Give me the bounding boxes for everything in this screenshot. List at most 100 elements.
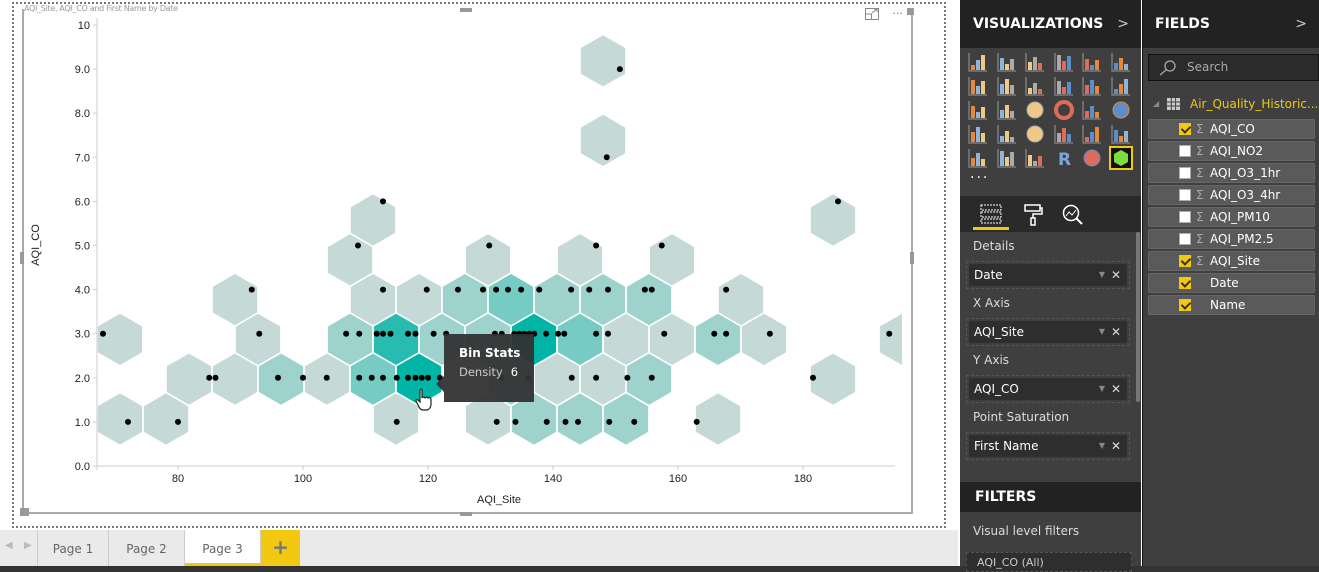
well-field-chip[interactable]: Date ▼ ✕: [969, 264, 1127, 286]
add-page-button[interactable]: +: [261, 530, 300, 566]
well-field-chip[interactable]: AQI_CO ▼ ✕: [969, 378, 1127, 400]
visual-stacked-column-icon[interactable]: [997, 52, 1017, 72]
visual-100-stacked-column-icon[interactable]: [1111, 52, 1131, 72]
visual-waterfall-icon[interactable]: [968, 100, 988, 120]
hex-bin[interactable]: [809, 351, 857, 407]
visual-donut-icon[interactable]: [1053, 100, 1074, 120]
visual-line-clustered-column-icon[interactable]: [1054, 76, 1074, 96]
visual-scatter-icon[interactable]: [997, 100, 1017, 120]
hex-bin[interactable]: [602, 391, 650, 447]
field-item[interactable]: Σ AQI_NO2: [1148, 141, 1315, 161]
field-checkbox[interactable]: [1179, 167, 1191, 179]
visual-pie-icon[interactable]: [1025, 100, 1045, 120]
visual-multi-row-card-icon[interactable]: [1082, 124, 1102, 144]
hex-bin[interactable]: [579, 113, 627, 168]
hex-bin[interactable]: [878, 312, 925, 367]
field-checkbox[interactable]: [1179, 233, 1191, 245]
focus-mode-icon[interactable]: [865, 8, 879, 20]
visual-r-script-icon[interactable]: R: [1054, 148, 1074, 168]
visual-table-icon[interactable]: [997, 148, 1017, 168]
visual-matrix-icon[interactable]: [1025, 148, 1045, 168]
field-checkbox[interactable]: [1179, 211, 1191, 223]
collapse-chevron-icon[interactable]: >: [1117, 16, 1129, 32]
visual-clustered-bar-icon[interactable]: [1025, 52, 1045, 72]
hex-bin[interactable]: [97, 391, 144, 447]
hexbin-chart[interactable]: 0.0 1.0 2.0 3.0 4.0 5.0 6.0 7.0 8.0 9.0 10 80 100 120…: [0, 0, 958, 530]
field-checkbox[interactable]: [1179, 123, 1191, 135]
table-node[interactable]: ◢ Air_Quality_Historic...: [1143, 91, 1319, 117]
analytics-tab[interactable]: [1055, 200, 1091, 230]
visual-treemap-icon[interactable]: [1082, 100, 1102, 120]
hex-bin[interactable]: [579, 33, 627, 89]
tab-page-2[interactable]: Page 2: [109, 530, 185, 566]
filter-card[interactable]: AQI_CO (All): [966, 552, 1132, 572]
visual-globe-map-icon[interactable]: [1082, 148, 1102, 168]
visual-ribbon-chart-icon[interactable]: [1111, 76, 1131, 96]
resize-handle[interactable]: [20, 508, 29, 516]
visual-kpi-icon[interactable]: [1111, 124, 1131, 144]
chevron-down-icon[interactable]: ▼: [1098, 270, 1105, 279]
hex-bin[interactable]: [694, 391, 742, 447]
tab-page-1[interactable]: Page 1: [37, 530, 109, 566]
visual-slicer-icon[interactable]: [968, 148, 988, 168]
field-checkbox[interactable]: [1179, 255, 1191, 267]
field-item[interactable]: Σ AQI_PM10: [1148, 207, 1315, 227]
resize-handle[interactable]: [910, 252, 914, 264]
pane-scrollbar[interactable]: [1136, 232, 1140, 402]
visual-filled-map-icon[interactable]: [968, 124, 988, 144]
chevron-down-icon[interactable]: ▼: [1098, 384, 1105, 393]
resize-handle[interactable]: [20, 252, 24, 264]
visual-line-stacked-column-icon[interactable]: [1082, 76, 1102, 96]
remove-field-icon[interactable]: ✕: [1110, 268, 1121, 282]
field-item[interactable]: Σ AQI_PM2.5: [1148, 229, 1315, 249]
hex-bin[interactable]: [740, 312, 788, 367]
visual-funnel-icon[interactable]: [997, 124, 1017, 144]
collapse-chevron-icon[interactable]: >: [1295, 16, 1307, 32]
hex-bin[interactable]: [809, 192, 857, 248]
visual-stacked-area-icon[interactable]: [1025, 76, 1045, 96]
visual-card-icon[interactable]: [1054, 124, 1074, 144]
more-options-icon[interactable]: ···: [892, 7, 904, 20]
visual-area-chart-icon[interactable]: [997, 76, 1017, 96]
hex-bin[interactable]: [142, 391, 190, 447]
format-tab[interactable]: [1015, 200, 1051, 230]
field-checkbox[interactable]: [1179, 277, 1191, 289]
visual-hexbin-scatter-icon[interactable]: [1108, 146, 1133, 170]
resize-handle[interactable]: [907, 8, 914, 15]
chevron-down-icon[interactable]: ▼: [1098, 327, 1105, 336]
field-item[interactable]: Date: [1148, 273, 1315, 293]
well-dropzone[interactable]: AQI_CO ▼ ✕: [966, 375, 1130, 403]
well-dropzone[interactable]: AQI_Site ▼ ✕: [966, 318, 1130, 346]
resize-handle[interactable]: [460, 8, 472, 12]
well-dropzone[interactable]: Date ▼ ✕: [966, 261, 1130, 289]
remove-field-icon[interactable]: ✕: [1110, 382, 1121, 396]
more-visuals-button[interactable]: ...: [970, 166, 990, 182]
tab-scroll-right-icon[interactable]: ▶: [24, 540, 32, 551]
fields-tab[interactable]: [973, 200, 1009, 230]
tab-scroll-left-icon[interactable]: ◀: [5, 540, 13, 551]
visual-gauge-icon[interactable]: [1025, 124, 1045, 144]
visual-100-stacked-bar-icon[interactable]: [1082, 52, 1102, 72]
visual-line-chart-icon[interactable]: [968, 76, 988, 96]
well-dropzone[interactable]: First Name ▼ ✕: [966, 432, 1130, 460]
field-item[interactable]: Σ AQI_CO: [1148, 119, 1315, 139]
field-checkbox[interactable]: [1179, 145, 1191, 157]
field-checkbox[interactable]: [1179, 299, 1191, 311]
field-item[interactable]: Name: [1148, 295, 1315, 315]
fields-search-input[interactable]: Search: [1148, 54, 1319, 81]
field-item[interactable]: Σ AQI_Site: [1148, 251, 1315, 271]
remove-field-icon[interactable]: ✕: [1110, 439, 1121, 453]
hex-bin[interactable]: [97, 312, 144, 367]
field-checkbox[interactable]: [1179, 189, 1191, 201]
tab-page-3[interactable]: Page 3: [185, 530, 261, 566]
visual-stacked-bar-icon[interactable]: [968, 52, 988, 72]
well-field-chip[interactable]: First Name ▼ ✕: [969, 435, 1127, 457]
visual-clustered-column-icon[interactable]: [1054, 52, 1074, 72]
field-item[interactable]: Σ AQI_O3_1hr: [1148, 163, 1315, 183]
resize-handle[interactable]: [460, 512, 472, 516]
field-item[interactable]: Σ AQI_O3_4hr: [1148, 185, 1315, 205]
visual-map-icon[interactable]: [1111, 100, 1131, 120]
well-field-chip[interactable]: AQI_Site ▼ ✕: [969, 321, 1127, 343]
expand-triangle-icon[interactable]: ◢: [1153, 99, 1160, 108]
chevron-down-icon[interactable]: ▼: [1098, 441, 1105, 450]
